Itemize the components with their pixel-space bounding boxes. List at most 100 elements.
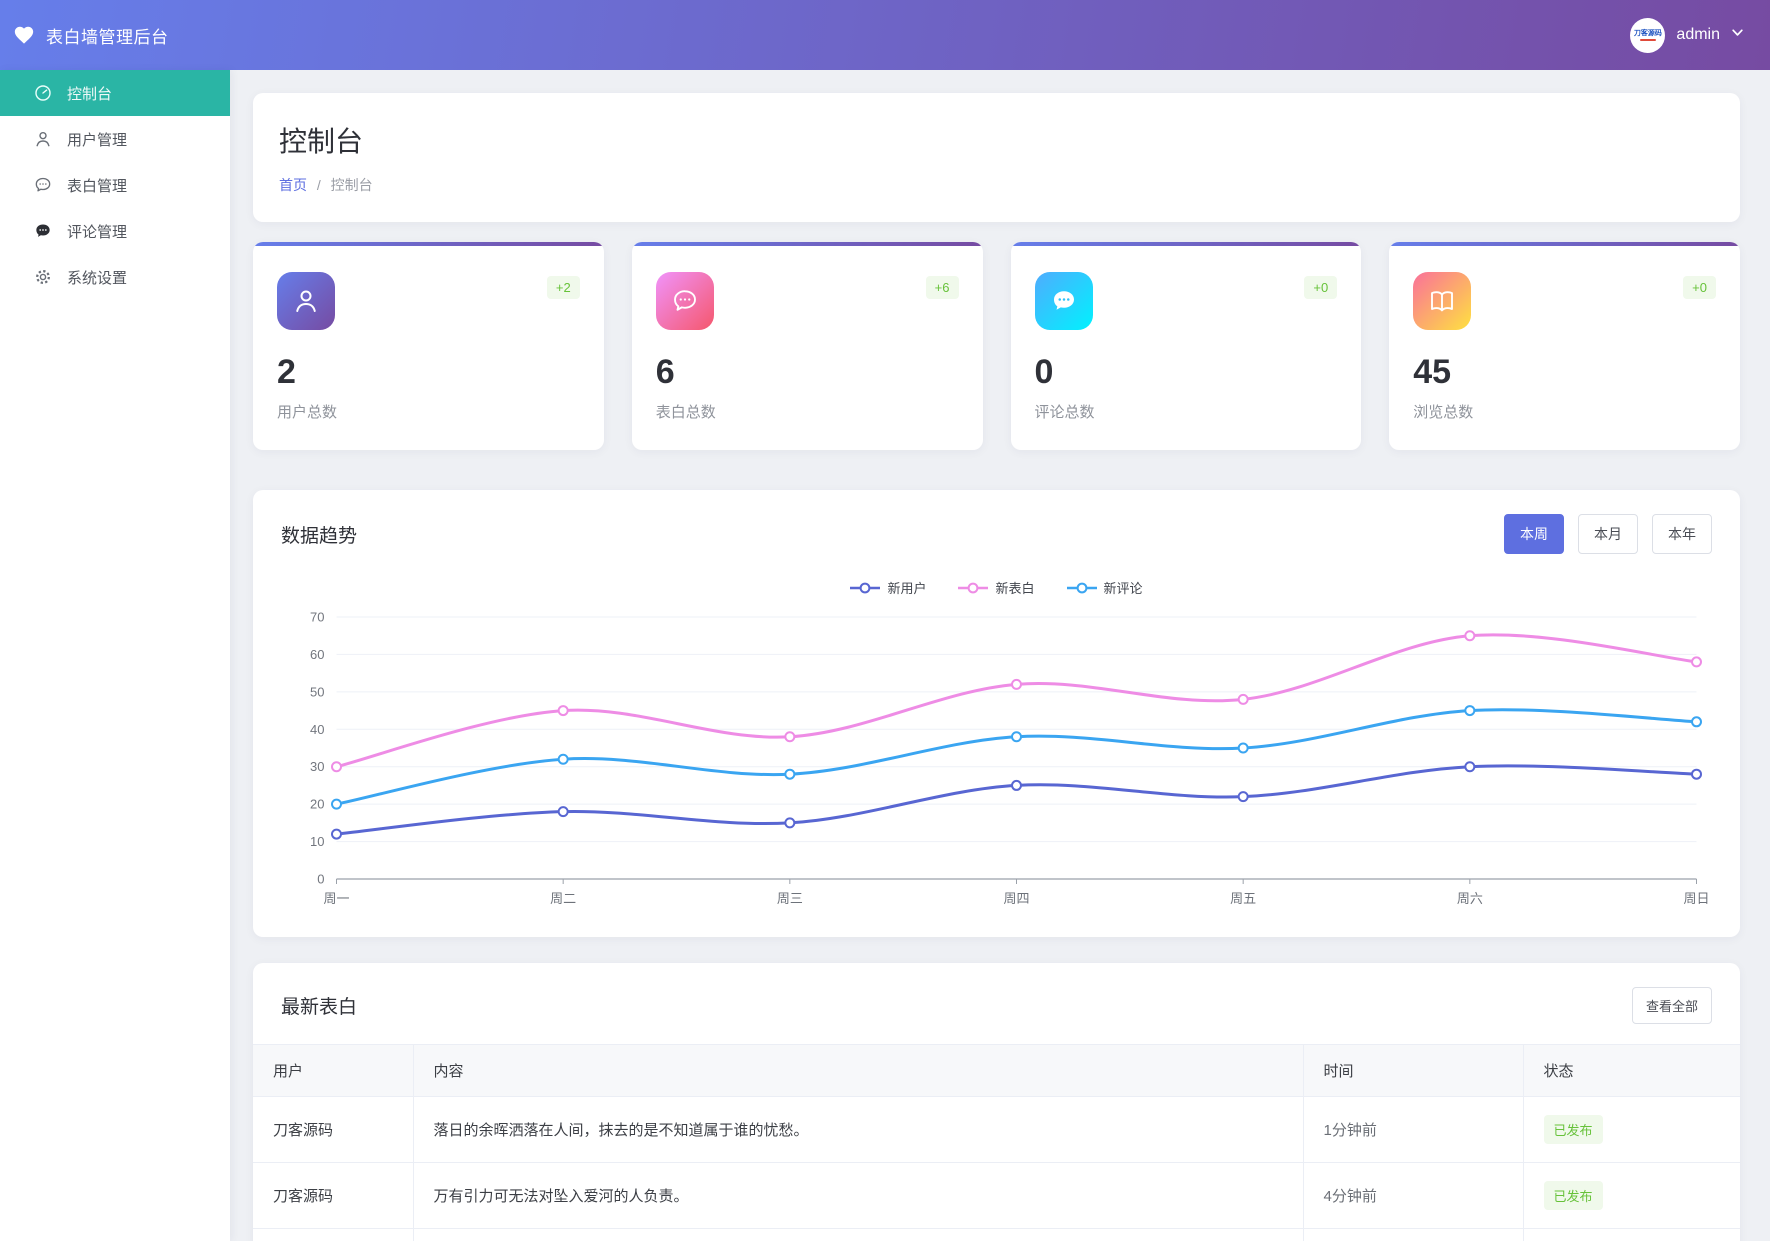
stat-label: 浏览总数 xyxy=(1413,404,1474,421)
cell-content: 万有引力可无法对坠入爱河的人负责。 xyxy=(413,1162,1304,1229)
range-button-0[interactable]: 本周 xyxy=(1504,514,1564,554)
delta-badge: +6 xyxy=(925,276,959,299)
stat-label: 用户总数 xyxy=(277,404,338,421)
brand: 表白墙管理后台 xyxy=(12,23,169,48)
stat-value: 45 xyxy=(1413,353,1452,391)
status-badge: 已发布 xyxy=(1543,1181,1603,1210)
latest-title: 最新表白 xyxy=(281,997,358,1018)
svg-text:周六: 周六 xyxy=(1457,891,1483,906)
brand-title: 表白墙管理后台 xyxy=(46,27,169,47)
legend-item[interactable]: 新用户 xyxy=(850,578,926,597)
cell-time: 1分钟前 xyxy=(1303,1096,1524,1163)
delta-badge: +0 xyxy=(1304,276,1338,299)
status-badge: 已发布 xyxy=(1543,1115,1603,1144)
breadcrumb: 首页 / 控制台 xyxy=(279,175,1714,195)
svg-text:周二: 周二 xyxy=(550,891,576,906)
table-header-row: 用户 内容 时间 状态 xyxy=(253,1044,1740,1097)
chart-legend: 新用户 新表白 新评论 xyxy=(281,578,1712,597)
sidebar-item-label: 表白管理 xyxy=(67,177,128,195)
legend-label: 新评论 xyxy=(1103,581,1143,596)
range-button-1[interactable]: 本月 xyxy=(1578,514,1638,554)
trend-card: 数据趋势 本周 本月 本年 新用户 新表白 新评论 0 10 20 30 40 50 60 70 周一 周… xyxy=(253,490,1740,937)
cell-status: 已发布 xyxy=(1523,1096,1740,1163)
cell-user: 刀客源码 xyxy=(253,1162,414,1229)
svg-text:周四: 周四 xyxy=(1003,891,1029,906)
sidebar-item-users[interactable]: 用户管理 xyxy=(0,116,230,162)
breadcrumb-current: 控制台 xyxy=(330,177,373,193)
cell-user: 刀客源码 xyxy=(253,1228,414,1241)
latest-table: 用户 内容 时间 状态 刀客源码 落日的余晖洒落在人间，抹去的是不知道属于谁的忧愁。 1分… xyxy=(253,1044,1740,1241)
stat-label: 表白总数 xyxy=(655,404,716,421)
sidebar-item-label: 控制台 xyxy=(67,85,113,103)
chat-bubble-outline-icon xyxy=(35,177,51,192)
avatar-logo-text: 刀客源码 xyxy=(1633,29,1662,37)
stat-card-comments: +0 0 评论总数 xyxy=(1010,242,1362,450)
delta-badge: +2 xyxy=(546,276,580,299)
breadcrumb-home-link[interactable]: 首页 xyxy=(279,177,307,193)
legend-item[interactable]: 新表白 xyxy=(958,578,1035,597)
stat-value: 2 xyxy=(277,353,296,391)
svg-text:60: 60 xyxy=(310,647,324,662)
cell-content: 落日的余晖洒落在人间，抹去的是不知道属于谁的忧愁。 xyxy=(413,1096,1304,1163)
cell-time: 4分钟前 xyxy=(1303,1162,1524,1229)
comments-total-icon xyxy=(1034,272,1093,330)
svg-text:50: 50 xyxy=(310,684,324,699)
page-title: 控制台 xyxy=(279,126,364,157)
table-row: 刀客源码 落日的余晖洒落在人间，抹去的是不知道属于谁的忧愁。 1分钟前 已发布 xyxy=(253,1096,1740,1163)
legend-label: 新表白 xyxy=(995,581,1035,596)
sidebar-item-label: 用户管理 xyxy=(67,131,128,149)
cell-status: 已发布 xyxy=(1523,1162,1740,1229)
gear-icon xyxy=(36,270,50,284)
sidebar-item-label: 评论管理 xyxy=(67,223,128,241)
sidebar-item-label: 系统设置 xyxy=(67,269,128,287)
legend-item[interactable]: 新评论 xyxy=(1066,578,1143,597)
cell-user: 刀客源码 xyxy=(253,1096,414,1163)
table-row: 刀客源码 万有引力可无法对坠入爱河的人负责。 4分钟前 已发布 xyxy=(253,1162,1740,1229)
stat-card-users: +2 2 用户总数 xyxy=(253,242,604,450)
range-button-2[interactable]: 本年 xyxy=(1652,514,1712,554)
cell-content: 你在颓废的时候别人都在努力哦~? xyxy=(413,1228,1304,1241)
sidebar-item-settings[interactable]: 系统设置 xyxy=(0,254,230,300)
legend-marker-icon xyxy=(958,582,989,593)
heart-logo-icon xyxy=(12,24,36,46)
view-all-button[interactable]: 查看全部 xyxy=(1631,987,1712,1024)
avatar[interactable]: 刀客源码 xyxy=(1630,17,1666,53)
svg-text:周五: 周五 xyxy=(1230,891,1256,906)
legend-label: 新用户 xyxy=(887,581,927,596)
svg-text:40: 40 xyxy=(310,722,324,737)
dashboard-gauge-icon xyxy=(35,85,51,101)
cell-time: 4分钟前 xyxy=(1303,1228,1524,1241)
latest-table-body: 刀客源码 落日的余晖洒落在人间，抹去的是不知道属于谁的忧愁。 1分钟前 已发布 刀客源码… xyxy=(253,1096,1740,1241)
user-icon xyxy=(36,131,50,147)
user-menu[interactable]: 刀客源码 admin xyxy=(1630,17,1744,53)
stat-label: 评论总数 xyxy=(1034,404,1095,421)
svg-text:0: 0 xyxy=(317,872,324,887)
stat-card-confessions: +6 6 表白总数 xyxy=(631,242,983,450)
cell-status: 已发布 xyxy=(1523,1228,1740,1241)
stat-value: 6 xyxy=(655,353,675,391)
svg-text:周一: 周一 xyxy=(323,891,349,906)
column-header: 内容 xyxy=(413,1044,1304,1097)
svg-text:周日: 周日 xyxy=(1683,891,1709,906)
sidebar-item-confessions[interactable]: 表白管理 xyxy=(0,162,230,208)
sidebar: 控制台 用户管理 表白管理 评论管理 系统设置 xyxy=(0,70,230,1241)
sidebar-item-comments[interactable]: 评论管理 xyxy=(0,208,230,254)
column-header: 状态 xyxy=(1523,1044,1740,1097)
svg-text:30: 30 xyxy=(310,759,324,774)
trend-title: 数据趋势 xyxy=(281,525,358,547)
card-accent-bar xyxy=(1010,242,1362,246)
username: admin xyxy=(1676,26,1720,43)
latest-card: 最新表白 查看全部 用户 内容 时间 状态 刀客源码 落日的余晖洒落在人间，抹去的是不知… xyxy=(253,963,1740,1241)
sidebar-item-dashboard[interactable]: 控制台 xyxy=(0,70,230,116)
card-accent-bar xyxy=(1389,242,1740,246)
main-content: 控制台 首页 / 控制台 +2 2 用户总数 xyxy=(230,70,1770,1241)
stat-value: 0 xyxy=(1034,353,1054,391)
top-header: 表白墙管理后台 刀客源码 admin xyxy=(0,0,1770,70)
card-accent-bar xyxy=(631,242,983,246)
confessions-total-icon xyxy=(655,272,714,330)
chevron-down-icon[interactable] xyxy=(1731,26,1744,44)
chat-bubble-filled-icon xyxy=(36,224,50,237)
page-header-card: 控制台 首页 / 控制台 xyxy=(253,93,1740,222)
users-total-icon xyxy=(277,272,335,330)
